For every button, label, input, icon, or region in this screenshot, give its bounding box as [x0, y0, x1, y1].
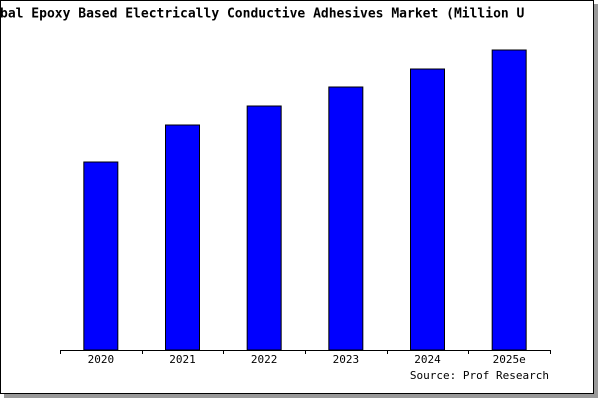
- x-tick-label: 2021: [169, 353, 196, 366]
- bar: [246, 105, 282, 351]
- bar: [491, 49, 527, 351]
- x-tick-label: 2020: [88, 353, 115, 366]
- x-tick-label: 2023: [333, 353, 360, 366]
- source-note: Source: Prof Research: [410, 369, 549, 382]
- bar: [165, 124, 200, 351]
- plot-area: [60, 45, 550, 350]
- x-tick-label: 2024: [414, 353, 441, 366]
- x-tick-label: 2022: [251, 353, 278, 366]
- bar: [83, 161, 119, 351]
- x-tick-label: 2025e: [493, 353, 526, 366]
- chart-title: bal Epoxy Based Electrically Conductive …: [0, 7, 525, 22]
- bar: [328, 86, 364, 351]
- bar: [410, 68, 445, 351]
